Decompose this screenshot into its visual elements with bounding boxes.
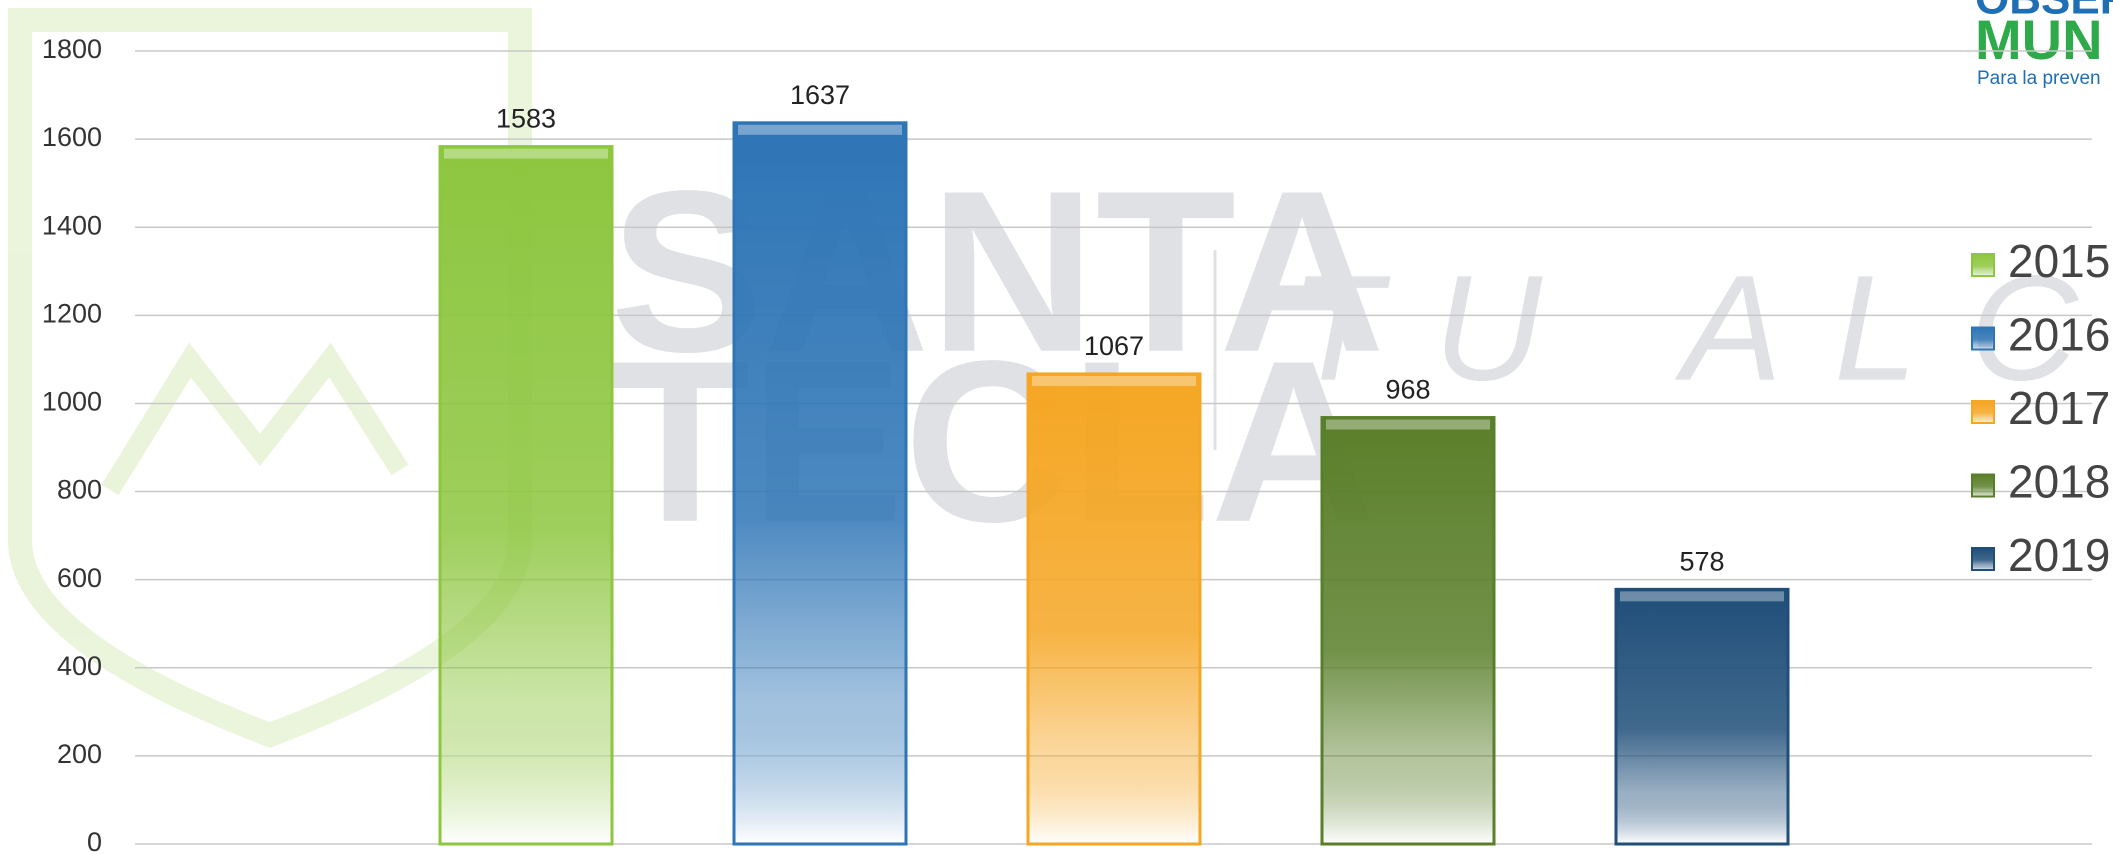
y-tick-label: 1400 <box>42 210 102 240</box>
bar-bevel <box>1326 420 1490 430</box>
y-tick-label: 800 <box>57 475 102 505</box>
legend-label: 2016 <box>2008 309 2110 361</box>
watermark-text: TECLA <box>610 313 1377 570</box>
y-tick-label: 1200 <box>42 298 102 328</box>
legend-label: 2015 <box>2008 235 2110 287</box>
bar <box>440 147 612 844</box>
legend-swatch <box>1972 548 1994 570</box>
legend-label: 2017 <box>2008 382 2110 434</box>
value-label: 1067 <box>1084 331 1144 361</box>
legend-label: 2019 <box>2008 529 2110 581</box>
bar-bevel <box>1620 591 1784 601</box>
y-tick-label: 1600 <box>42 122 102 152</box>
watermark-mountains <box>110 360 400 490</box>
y-tick-label: 1800 <box>42 34 102 64</box>
value-label: 1583 <box>496 104 556 134</box>
logo: OBSER MUN Para la preven <box>1975 0 2113 89</box>
legend-label: 2018 <box>2008 456 2110 508</box>
bar <box>1322 418 1494 844</box>
y-tick-label: 600 <box>57 563 102 593</box>
y-tick-label: 400 <box>57 651 102 681</box>
bar <box>1028 374 1200 844</box>
chart: SANTA TECLA TU ALCALD OBSER MUN Para la … <box>0 0 2113 854</box>
value-label: 968 <box>1385 375 1430 405</box>
legend-swatch <box>1972 475 1994 497</box>
bar-bevel <box>738 125 902 135</box>
legend-swatch <box>1972 328 1994 350</box>
bar-bevel <box>444 149 608 159</box>
value-label: 578 <box>1679 546 1724 576</box>
logo-text: Para la preven <box>1977 68 2101 89</box>
y-tick-label: 200 <box>57 739 102 769</box>
legend-swatch <box>1972 254 1994 276</box>
bar <box>734 123 906 844</box>
bar <box>1616 589 1788 844</box>
bar-bevel <box>1032 376 1196 386</box>
logo-text: MUN <box>1975 8 2103 71</box>
value-label: 1637 <box>790 80 850 110</box>
y-tick-label: 0 <box>87 827 102 854</box>
y-tick-label: 1000 <box>42 387 102 417</box>
legend-swatch <box>1972 401 1994 423</box>
